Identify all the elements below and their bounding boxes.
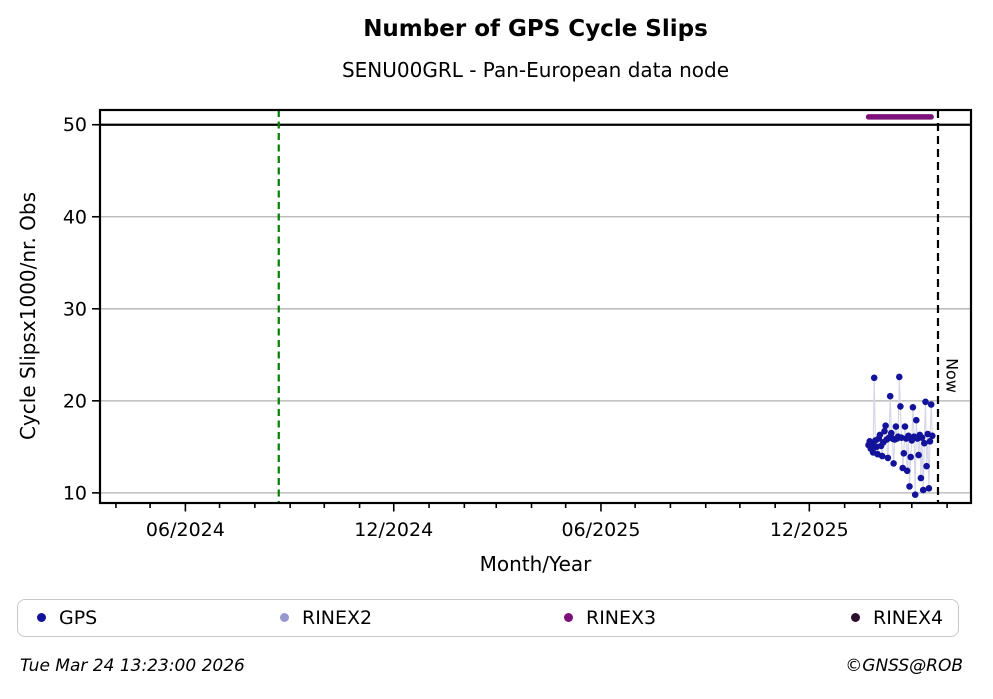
x-tick-label: 06/2024 (146, 519, 225, 541)
gps-data-point (886, 392, 894, 400)
legend-item-rinex2: RINEX2 (280, 600, 372, 635)
y-tick-label: 20 (63, 390, 87, 412)
gps-data-point (878, 452, 886, 460)
gps-data-point (929, 432, 936, 440)
gps-marker-icon (37, 613, 46, 622)
rinex4-marker-icon (851, 613, 860, 622)
gps-data-point (918, 434, 926, 442)
gps-data-point (905, 432, 912, 440)
y-tick-label: 10 (63, 482, 87, 504)
footer-timestamp: Tue Mar 24 13:23:00 2026 (20, 656, 245, 676)
y-tick-label: 30 (63, 298, 87, 320)
gps-data-point (915, 451, 922, 459)
legend-item-rinex3: RINEX3 (564, 600, 656, 635)
gps-data-point (876, 431, 884, 439)
gps-data-point (901, 423, 909, 430)
gps-data-point (922, 398, 929, 406)
gps-data-point (919, 486, 927, 494)
x-tick-label: 12/2025 (770, 519, 849, 541)
x-tick-label: 06/2025 (561, 519, 640, 541)
gps-data-point (926, 438, 934, 445)
chart-subtitle: SENU00GRL - Pan-European data node (341, 58, 730, 82)
gps-data-point (870, 374, 878, 382)
gps-data-point (925, 485, 933, 492)
gps-data-point (903, 467, 911, 475)
rinex3-marker-icon (564, 613, 573, 622)
x-axis-label: Month/Year (479, 552, 592, 576)
plot-area: 06/2024 12/2024 06/2025 12/2025 10 20 30 40 50 (63, 108, 973, 541)
legend-label: GPS (59, 606, 98, 629)
gps-data-point (897, 403, 904, 410)
gps-data-point (896, 373, 903, 381)
gps-data-point (913, 416, 920, 424)
legend-label: RINEX2 (302, 606, 373, 629)
rinex2-marker-icon (280, 613, 289, 622)
legend-label: RINEX3 (586, 606, 657, 629)
footer-credit: ©GNSS@ROB (845, 656, 963, 676)
legend: GPS RINEX2 RINEX3 RINEX4 (17, 599, 959, 637)
gps-data-point (892, 423, 900, 430)
legend-item-rinex4: RINEX4 (851, 600, 943, 635)
gps-data-point (881, 427, 888, 435)
gps-data-point (900, 450, 908, 457)
x-tick-label: 12/2024 (354, 519, 433, 541)
gps-data-point (917, 474, 925, 482)
legend-item-gps: GPS (37, 600, 97, 635)
gps-data-point (921, 439, 928, 447)
gps-data-point (907, 453, 914, 461)
gps-data-point (882, 422, 889, 430)
legend-label: RINEX4 (873, 606, 944, 629)
chart-title: Number of GPS Cycle Slips (363, 16, 708, 42)
y-tick-label: 50 (63, 114, 87, 136)
gps-data-point (911, 491, 919, 499)
y-tick-label: 40 (63, 206, 87, 228)
gps-data-point (906, 483, 913, 490)
plot-frame (98, 108, 973, 505)
gps-data-point (888, 429, 895, 437)
gps-data-point (909, 404, 917, 411)
gps-data-point (927, 401, 935, 408)
gps-data-point (884, 454, 892, 462)
gps-data-point (890, 460, 897, 467)
gps-data-point (923, 462, 930, 470)
